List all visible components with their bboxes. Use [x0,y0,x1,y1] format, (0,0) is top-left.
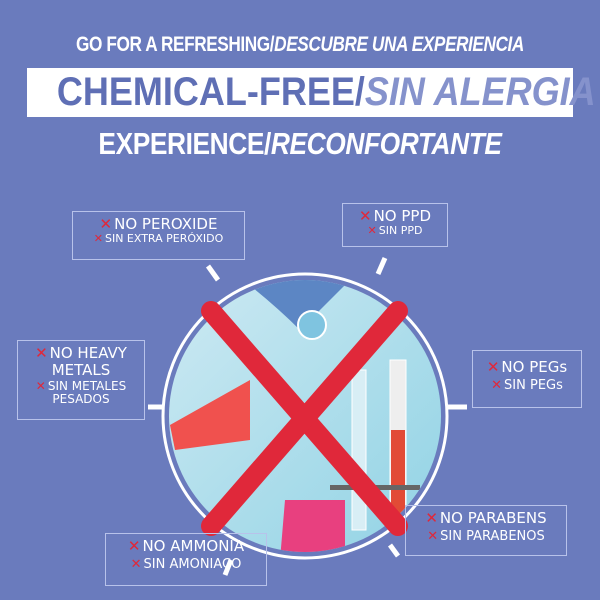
line1-es: DESCUBRE UNA EXPERIENCIA [274,33,524,56]
callout-peroxide: ✕ NO PEROXIDE ✕ SIN EXTRA PERÓXIDO [72,211,245,260]
callout-es: SIN AMONIACO [143,556,242,572]
x-icon: ✕ [35,344,48,362]
x-icon: ✕ [491,377,503,393]
x-icon: ✕ [425,509,438,527]
callout-es: SIN PPD [378,223,423,237]
x-icon: ✕ [427,528,439,544]
callout-en: NO HEAVY METALS [49,344,127,379]
line3-en: EXPERIENCE/ [98,126,271,161]
x-icon: ✕ [35,379,46,393]
headline-banner: CHEMICAL-FREE/SIN ALERGIA [27,68,596,117]
line3-es: RECONFORTANTE [270,126,502,161]
line2-es: SIN ALERGIA [364,70,596,114]
callout-en: NO AMMONIA [142,537,245,555]
line1-en: GO FOR A REFRESHING/ [76,33,275,56]
red-cross-icon [201,301,408,536]
x-icon: ✕ [99,215,113,233]
x-icon: ✕ [130,556,142,572]
callout-heavy-metals: ✕ NO HEAVY METALS ✕ SIN METALES PESADOS [17,340,145,420]
callout-ppd: ✕ NO PPD ✕ SIN PPD [342,203,448,247]
x-icon: ✕ [358,207,372,225]
callout-en: NO PARABENS [439,509,547,527]
callout-ammonia: ✕ NO AMMONIA ✕ SIN AMONIACO [105,533,267,586]
callout-es: SIN METALES PESADOS [47,379,127,407]
callout-es: SIN PARABENOS [440,528,545,544]
headline-line1: GO FOR A REFRESHING/DESCUBRE UNA EXPERIE… [54,33,546,57]
callout-parabens: ✕ NO PARABENS ✕ SIN PARABENOS [405,505,567,556]
x-icon: ✕ [127,537,141,555]
callout-en: NO PPD [373,207,431,225]
callout-en: NO PEROXIDE [114,215,218,233]
callout-es: SIN EXTRA PERÓXIDO [104,231,224,245]
x-icon: ✕ [367,223,377,237]
x-icon: ✕ [93,231,103,245]
line2-en: CHEMICAL-FREE/ [56,70,365,114]
headline-line3: EXPERIENCE/RECONFORTANTE [45,126,555,162]
callout-en: NO PEGs [501,358,568,376]
x-icon: ✕ [486,358,500,376]
callout-es: SIN PEGs [504,377,563,393]
callout-pegs: ✕ NO PEGs ✕ SIN PEGs [472,350,582,408]
